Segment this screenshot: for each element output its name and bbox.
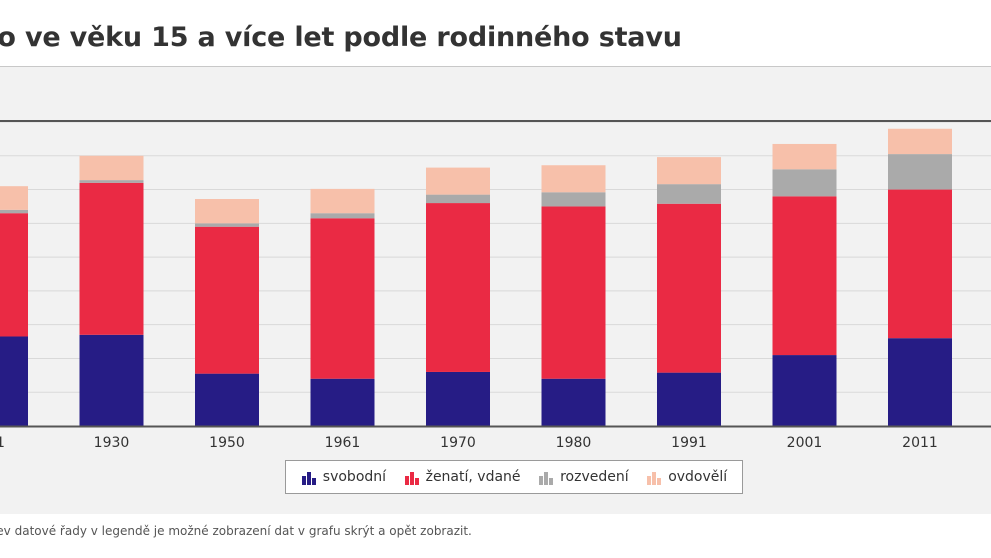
legend-item-2[interactable]: ženatí, vdané [404,469,521,485]
bar-segment-1950-1[interactable] [195,373,259,426]
legend-label: svobodní [322,469,387,485]
bar-segment-1991-2[interactable] [657,203,721,373]
bar-segment-1980-3[interactable] [541,192,606,207]
x-tick-label: 1961 [325,435,361,451]
chart-footnote: zev datové řady v legendě je možné zobra… [0,524,472,538]
bar-segment-1930-1[interactable] [79,334,144,426]
bar-segment-1991-1[interactable] [657,372,721,426]
bar-segment-1950-4[interactable] [195,199,259,224]
x-tick-label: 1930 [94,435,130,451]
bar-segment-2011-1[interactable] [888,338,952,426]
bar-segment-21-1[interactable] [0,336,28,426]
bar-segment-1930-3[interactable] [79,180,144,183]
x-tick-label: 2011 [902,435,938,451]
bar-segment-1970-4[interactable] [426,167,490,195]
bar-chart-icon [539,472,554,485]
bar-segment-1950-2[interactable] [195,226,259,374]
legend-item-3[interactable]: rozvedení [538,469,629,485]
x-tick-label: 2001 [787,435,823,451]
legend-label: rozvedení [560,469,629,485]
x-tick-label: 1991 [671,435,707,451]
legend-label: ženatí, vdané [425,469,521,485]
chart-title: vo ve věku 15 a více let podle rodinného… [0,22,682,53]
bar-segment-2011-4[interactable] [888,128,952,155]
bar-segment-1930-4[interactable] [79,155,144,181]
chart-area: 21 1930 1950 1961 1970 1980 1991 2001 2011 [0,122,991,514]
bar-segment-2001-4[interactable] [772,143,837,170]
stacked-bar-chart: 21 1930 1950 1961 1970 1980 1991 2001 2011 [0,122,991,451]
bar-segment-1980-4[interactable] [541,165,606,193]
legend-item-4[interactable]: ovdovělí [646,469,727,485]
legend-item-1[interactable]: svobodní [301,469,386,485]
title-divider [0,66,991,67]
bar-chart-icon [647,472,662,485]
bar-segment-2001-1[interactable] [772,355,837,426]
bar-segment-1970-3[interactable] [426,194,490,204]
bar-segment-1980-2[interactable] [541,206,606,379]
bar-segment-1961-2[interactable] [310,218,375,379]
bar-segment-1970-2[interactable] [426,203,490,372]
legend-label: ovdovělí [668,469,728,485]
bar-segment-1980-1[interactable] [541,378,606,426]
bar-segment-1950-3[interactable] [195,223,259,227]
bar-segment-2011-2[interactable] [888,189,952,339]
bar-segment-21-3[interactable] [0,209,28,214]
bar-segment-1970-1[interactable] [426,371,490,426]
bar-segment-1961-4[interactable] [310,188,375,214]
bar-segment-2001-3[interactable] [772,169,837,197]
x-tick-label: 21 [0,435,5,451]
x-tick-label: 1950 [209,435,245,451]
bar-segment-1991-4[interactable] [657,157,721,185]
bar-segment-1991-3[interactable] [657,184,721,204]
bar-chart-icon [404,472,419,485]
bar-segment-1961-1[interactable] [310,378,375,426]
bar-chart-icon [301,472,316,485]
bar-segment-2001-2[interactable] [772,196,837,356]
x-tick-label: 1970 [440,435,476,451]
chart-legend: svobodní ženatí, vdané rozvedení ovdovělí [285,460,743,494]
bar-segment-1930-2[interactable] [79,182,144,335]
bar-segment-1961-3[interactable] [310,213,375,219]
x-tick-label: 1980 [556,435,592,451]
chart-toolbar-band [0,67,991,122]
bar-segment-21-4[interactable] [0,186,28,210]
bar-segment-21-2[interactable] [0,213,28,337]
bar-segment-2011-3[interactable] [888,154,952,190]
